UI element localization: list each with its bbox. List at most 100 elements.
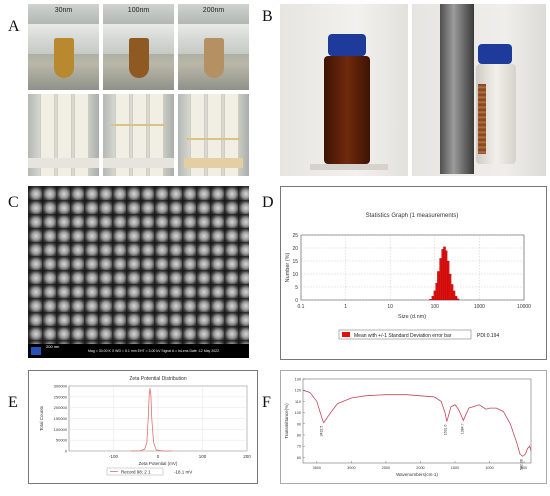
tube-photo-200nm: 200nm [178,4,249,90]
sem-info-bar: 200 nm Mag = 30.00 K X WD = 5.1 mm EHT =… [28,344,249,358]
tube-photo-100nm: 100nm [103,4,174,90]
panel-label-d: D [262,194,274,211]
x-tick-label: 1000 [485,466,493,470]
tube-label: 100nm [127,7,150,14]
panel-label-f: F [262,394,271,411]
y-tick-label: 15 [292,259,298,265]
chart-title: Statistics Graph (1 measurements) [366,213,459,219]
x-tick-label: 0 [157,454,160,459]
y-tick-label: 120 [295,389,301,393]
y-tick-label: 20 [292,246,298,252]
panel-label-a: A [8,18,20,35]
legend-label: Mean with +/-1 Standard Deviation error … [354,333,452,339]
histogram-bar [439,258,442,301]
x-tick-label: 100 [199,454,207,459]
panel-label-e: E [8,394,18,411]
control-line [111,124,166,126]
vial-cap [478,44,512,64]
control-line [186,138,241,140]
ftir-chart: 60 70 80 90 100 110 120 130 3500 3000 2500 2000 1500… [284,378,532,477]
x-axis-label: Zeta Potential (mV) [139,461,178,466]
y-tick-label: 300000 [54,384,68,389]
y-tick-label: 60 [297,456,301,460]
legend-box [338,329,472,340]
panel-label-b: B [262,8,273,25]
test-strip [224,94,239,176]
panel-label-c: C [8,194,19,211]
x-tick-label: 200 [243,454,251,459]
x-tick-label: 1 [344,304,347,310]
sample-pad [103,158,174,168]
chart-title: Zeta Potential Distribution [129,376,186,382]
tube-label: 200nm [202,7,225,14]
histogram-bar [444,250,448,301]
test-strip [132,94,147,176]
y-tick-label: 0 [65,449,68,454]
test-strip [74,94,89,176]
x-tick-label: 500 [521,466,527,470]
histogram-bar [452,290,456,301]
zeta-chart: Zeta Potential Distribution 0 50000 100000 1… [39,376,251,476]
x-axis-label: Wavenumbers(cm-1) [396,472,438,477]
x-tick-label: 1000 [474,304,485,310]
vial-cap [328,34,366,56]
x-tick-label: 10000 [517,304,531,310]
peak-label: 1631.6 [444,425,448,436]
peak-label: 1384.7 [460,423,464,434]
zeta-chart-frame [28,370,258,484]
strip-photo-200nm [178,94,249,176]
sample-pad [184,158,243,168]
y-tick-label: 200000 [54,405,68,410]
test-strip [40,94,55,176]
x-tick-label: 1500 [451,466,459,470]
legend-box [106,467,164,476]
y-tick-label: 50000 [56,438,68,443]
y-tick-label: 150000 [54,416,68,421]
y-tick-label: 130 [295,378,301,382]
x-axis-label: Size (d.nm) [398,314,426,320]
legend-swatch [342,332,350,337]
zeta-distribution-line [131,388,172,452]
y-tick-label: 70 [297,445,301,449]
x-tick-label: 2500 [382,466,390,470]
histogram-bar [456,298,460,301]
histogram-bar [429,299,432,301]
vial-shadow [310,164,388,170]
y-tick-label: 100000 [54,427,68,432]
ftir-chart-frame [280,370,547,484]
tube [204,38,224,78]
zeta-value-annotation: -18.1 mV [174,470,192,475]
x-tick-label: -100 [109,454,119,459]
x-tick-label: 3000 [347,466,355,470]
strip-photo-30nm [28,94,99,176]
plot-area [302,378,532,464]
x-tick-label: 10 [387,304,393,310]
y-tick-label: 100 [295,411,301,415]
y-tick-label: 10 [292,272,298,278]
y-tick-label: 25 [292,233,298,239]
peak-label: 562.38 [520,459,524,470]
sem-image: 200 nm Mag = 30.00 K X WD = 5.1 mm EHT =… [28,186,249,358]
magnet [440,4,474,174]
dls-chart: Statistics Graph (1 measurements) 0 5 10 15 2… [285,213,531,340]
test-strip [57,94,72,176]
x-tick-label: 100 [431,304,440,310]
histogram-bar [454,295,458,301]
tube [129,38,149,78]
tube [54,38,74,78]
plot-area [300,234,525,301]
test-strip [190,94,205,176]
y-tick-label: 110 [295,400,301,404]
pdi-label: PDI:0.194 [477,333,499,339]
histogram-bar [448,273,452,301]
y-tick-label: 90 [297,422,301,426]
y-tick-label: 80 [297,434,301,438]
y-tick-label: 250000 [54,394,68,399]
test-strip [149,94,164,176]
y-axis-label: Transmittance(%) [284,403,289,439]
scalebar-text: 200 nm [46,344,60,349]
tube-label: 30nm [54,7,73,14]
test-strip [207,94,222,176]
y-axis-label: Number (%) [285,253,291,283]
histogram-bar [431,295,434,301]
